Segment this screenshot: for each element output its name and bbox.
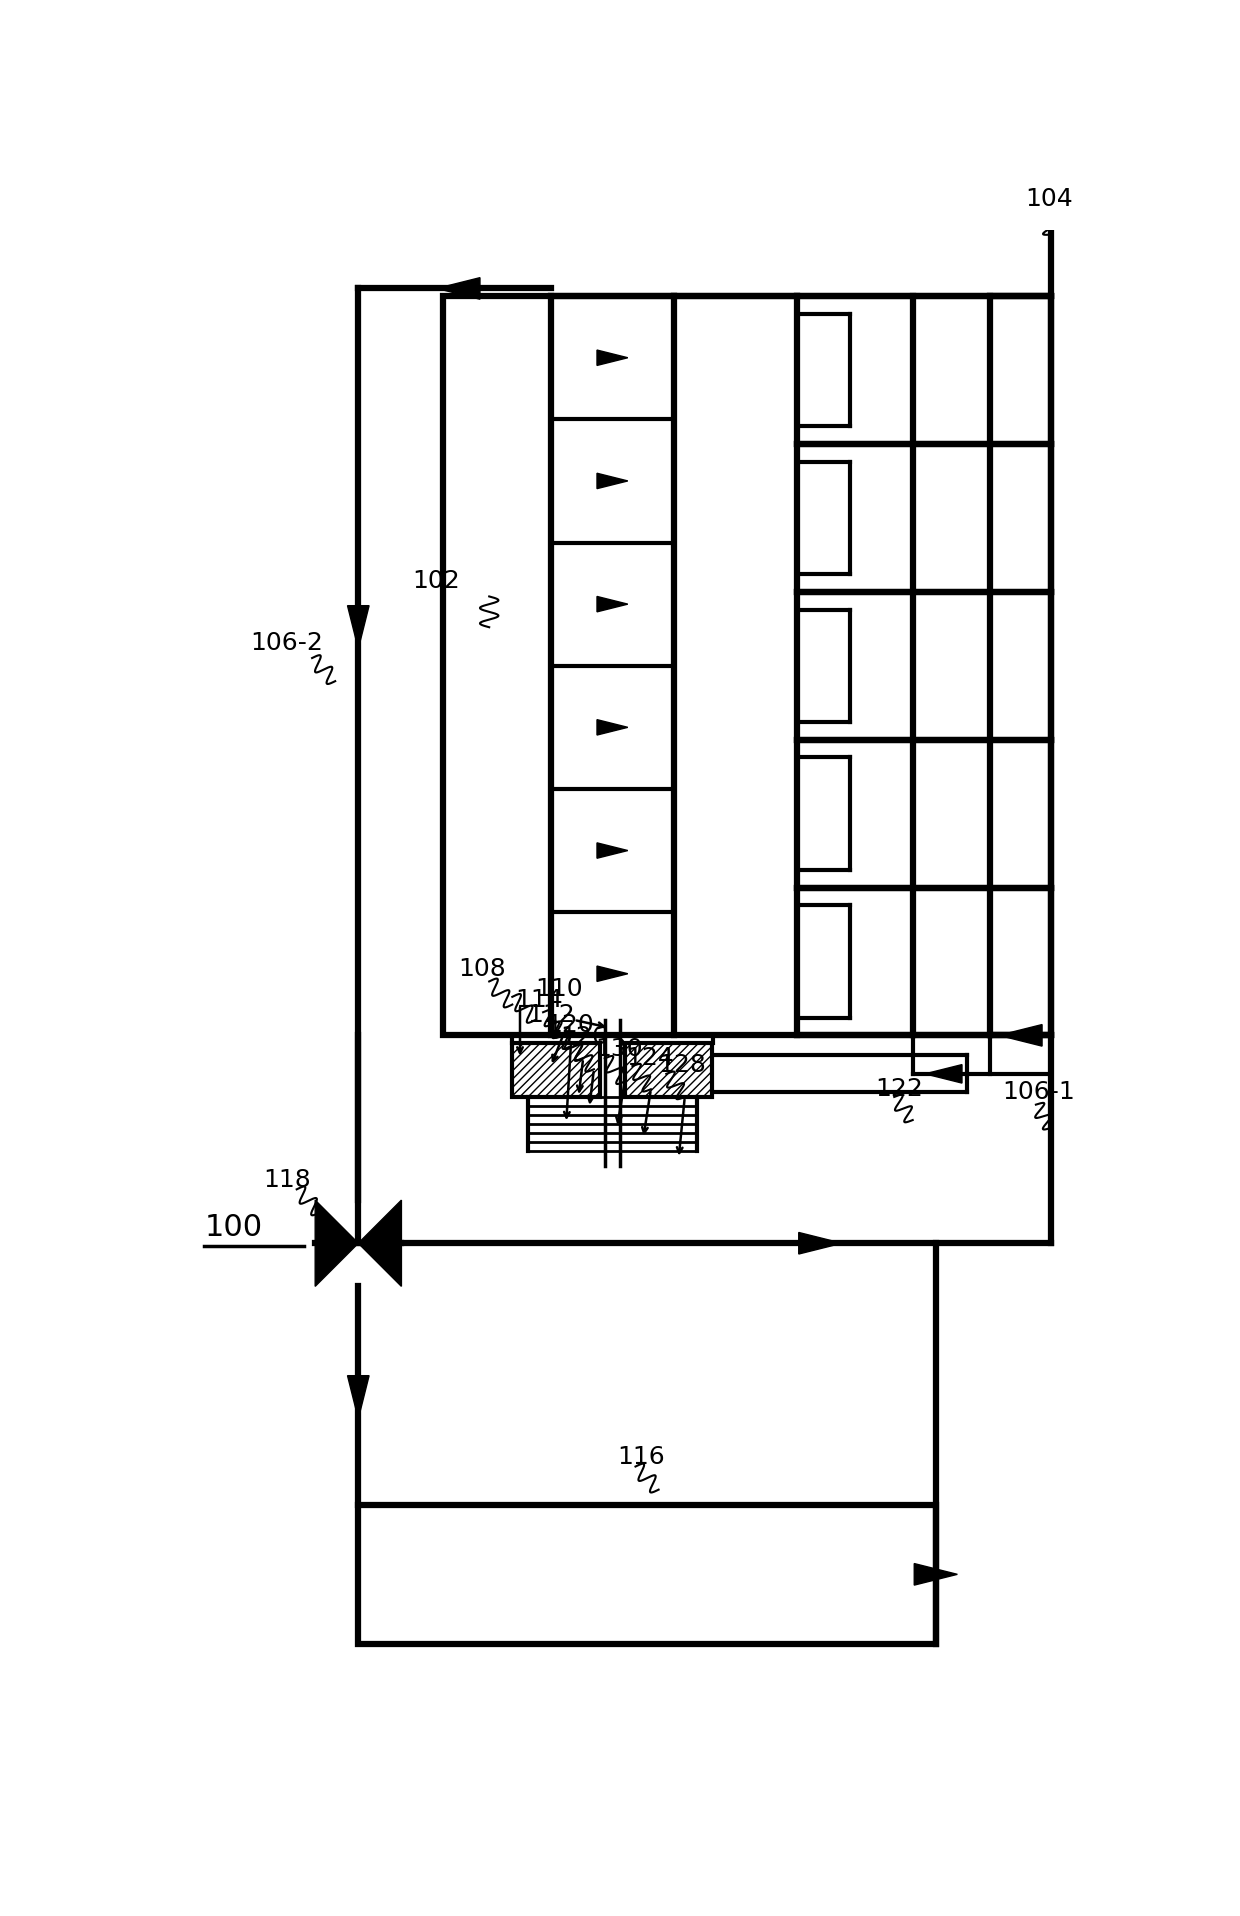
- Polygon shape: [347, 605, 370, 650]
- Polygon shape: [596, 473, 627, 489]
- Text: 120: 120: [546, 1012, 594, 1037]
- Bar: [512, 1042, 600, 1098]
- Text: 100: 100: [205, 1213, 263, 1242]
- Text: 102: 102: [412, 569, 460, 594]
- Polygon shape: [436, 278, 480, 299]
- Polygon shape: [596, 720, 627, 736]
- Text: 128: 128: [658, 1052, 707, 1077]
- Text: 122: 122: [875, 1077, 924, 1102]
- Polygon shape: [925, 1065, 962, 1083]
- Text: 118: 118: [263, 1169, 310, 1192]
- Text: 130: 130: [595, 1037, 644, 1061]
- Text: 106-2: 106-2: [250, 630, 324, 655]
- Polygon shape: [596, 596, 627, 611]
- Text: 106-1: 106-1: [1002, 1081, 1075, 1104]
- Polygon shape: [347, 1376, 370, 1420]
- Text: 126: 126: [560, 1025, 608, 1048]
- Bar: [625, 1042, 713, 1098]
- Bar: [358, 1506, 936, 1644]
- Bar: [443, 297, 1052, 1035]
- Text: 114: 114: [516, 989, 563, 1012]
- Text: 108: 108: [459, 958, 506, 981]
- Polygon shape: [799, 1232, 842, 1253]
- Text: 110: 110: [536, 977, 583, 1002]
- Polygon shape: [999, 1025, 1042, 1046]
- Text: 104: 104: [1025, 188, 1073, 211]
- Text: 124: 124: [626, 1046, 675, 1071]
- Polygon shape: [914, 1563, 957, 1585]
- Polygon shape: [596, 966, 627, 981]
- Text: 112: 112: [528, 1004, 575, 1027]
- Text: 116: 116: [618, 1445, 665, 1470]
- Polygon shape: [596, 351, 627, 366]
- Polygon shape: [315, 1199, 358, 1286]
- Polygon shape: [596, 843, 627, 858]
- Polygon shape: [358, 1199, 402, 1286]
